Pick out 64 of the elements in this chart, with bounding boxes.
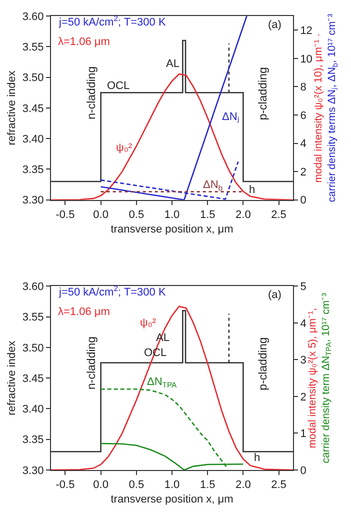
annotation: (a) bbox=[268, 19, 282, 31]
x-tick-label: 2.0 bbox=[236, 209, 251, 222]
x-tick-label: -0.5 bbox=[56, 209, 75, 222]
x-tick-label: 0.5 bbox=[128, 209, 144, 222]
y2-tick-label: 4 bbox=[300, 318, 306, 330]
annotation: h bbox=[249, 184, 256, 196]
annotation: ψ₀² bbox=[140, 317, 156, 329]
y-tick-label: 3.50 bbox=[22, 72, 44, 84]
annotation: OCL bbox=[107, 80, 130, 92]
y2-tick-label: 10 bbox=[300, 53, 312, 66]
y2-tick-label: 6 bbox=[300, 110, 306, 122]
y-tick-label: 3.60 bbox=[22, 10, 44, 23]
x-tick-label: 0.5 bbox=[128, 479, 144, 492]
y-tick-label: 3.40 bbox=[22, 404, 44, 416]
x-axis-title: transverse position x, μm bbox=[110, 493, 234, 506]
y2-tick-label: 12 bbox=[300, 24, 312, 37]
annotation: n-cladding bbox=[86, 336, 98, 390]
annotation: λ=1.06 μm bbox=[58, 306, 110, 318]
annotation: j=50 kA/cm$^{2}$; T=300 K bbox=[58, 14, 166, 29]
x-tick-label: 1.0 bbox=[164, 479, 180, 492]
x-tick-label: 0.0 bbox=[93, 479, 108, 492]
annotation: j=50 kA/cm$^{2}$; T=300 K bbox=[58, 284, 166, 299]
x-tick-label: -0.5 bbox=[56, 479, 75, 492]
y2-tick-label: 2 bbox=[300, 166, 306, 178]
x-tick-label: 1.5 bbox=[200, 209, 216, 222]
y-tick-label: 3.55 bbox=[22, 41, 44, 54]
annotation: (a) bbox=[268, 289, 282, 301]
y-tick-label: 3.35 bbox=[22, 164, 44, 176]
y-axis-title: refractive index bbox=[6, 340, 18, 416]
annotation: n-cladding bbox=[86, 66, 98, 120]
y2-tick-label: 8 bbox=[300, 82, 306, 94]
y2-tick-label: 0 bbox=[300, 464, 306, 477]
y2-tick-label: 3 bbox=[300, 354, 306, 367]
y2-tick-label: 4 bbox=[300, 138, 306, 150]
annotation: ψ₀² bbox=[116, 142, 132, 154]
y-tick-label: 3.55 bbox=[22, 312, 44, 324]
y2-tick-label: 5 bbox=[300, 280, 306, 293]
y2-tick-label: 2 bbox=[300, 391, 306, 404]
y-tick-label: 3.30 bbox=[22, 194, 44, 207]
y-tick-label: 3.35 bbox=[22, 434, 44, 446]
y-tick-label: 3.50 bbox=[22, 342, 44, 354]
annotation: h bbox=[254, 452, 260, 464]
y2-tick-label: 1 bbox=[300, 428, 306, 440]
annotation: ΔN$_{TPA}$ bbox=[147, 376, 178, 390]
x-tick-label: 0.0 bbox=[93, 209, 108, 222]
y-tick-label: 3.40 bbox=[22, 133, 44, 146]
x-tick-label: 2.0 bbox=[236, 479, 251, 492]
y-axis-title: refractive index bbox=[6, 70, 18, 146]
x-axis-title: transverse position x, μm bbox=[110, 223, 234, 236]
y-tick-label: 3.30 bbox=[22, 464, 44, 477]
x-tick-label: 1.0 bbox=[164, 209, 180, 222]
x-tick-label: 2.5 bbox=[271, 209, 286, 222]
y2-tick-label: 0 bbox=[300, 194, 306, 207]
x-tick-label: 2.5 bbox=[271, 479, 286, 492]
annotation: AL bbox=[166, 58, 180, 70]
y-tick-label: 3.45 bbox=[22, 102, 44, 115]
x-tick-label: 1.5 bbox=[200, 479, 216, 492]
y-tick-label: 3.45 bbox=[22, 372, 44, 385]
annotation: ΔN$_{b}$ bbox=[203, 179, 223, 192]
y-tick-label: 3.60 bbox=[22, 280, 44, 293]
annotation: p-cladding bbox=[258, 337, 270, 390]
annotation: p-cladding bbox=[258, 67, 270, 120]
annotation: ΔNⱼ bbox=[222, 111, 240, 123]
annotation: λ=1.06 μm bbox=[58, 36, 110, 48]
